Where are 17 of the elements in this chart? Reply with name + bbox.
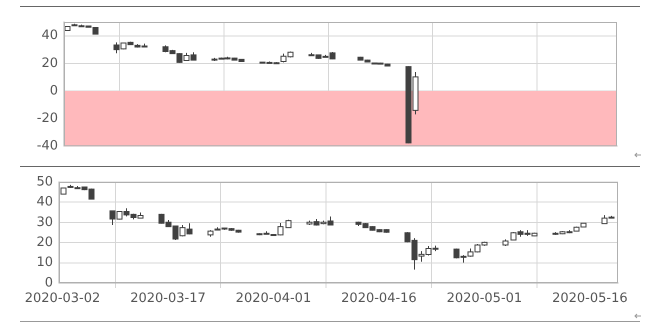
x-tick-label: 2020-05-01 [446, 291, 522, 306]
y-tick-label: 20 [41, 56, 58, 71]
x-tick-label: 2020-05-16 [552, 291, 628, 306]
y-tick-label: 50 [36, 174, 53, 190]
y-tick-label: -20 [36, 110, 58, 126]
y-tick-label: -40 [36, 138, 58, 154]
y-tick-label: 0 [50, 83, 58, 98]
x-tick-label: 2020-03-02 [24, 291, 100, 306]
x-tick-label: 2020-04-16 [341, 291, 417, 306]
y-tick-label: 30 [36, 214, 53, 230]
y-tick-label: 0 [44, 275, 53, 290]
y-tick-label: 40 [36, 194, 53, 210]
y-tick-label: 20 [36, 234, 53, 250]
y-tick-label: 40 [41, 28, 58, 44]
y-tick-label: 10 [36, 255, 53, 270]
x-tick-label: 2020-04-01 [236, 291, 312, 306]
x-tick-label: 2020-03-17 [130, 291, 206, 306]
